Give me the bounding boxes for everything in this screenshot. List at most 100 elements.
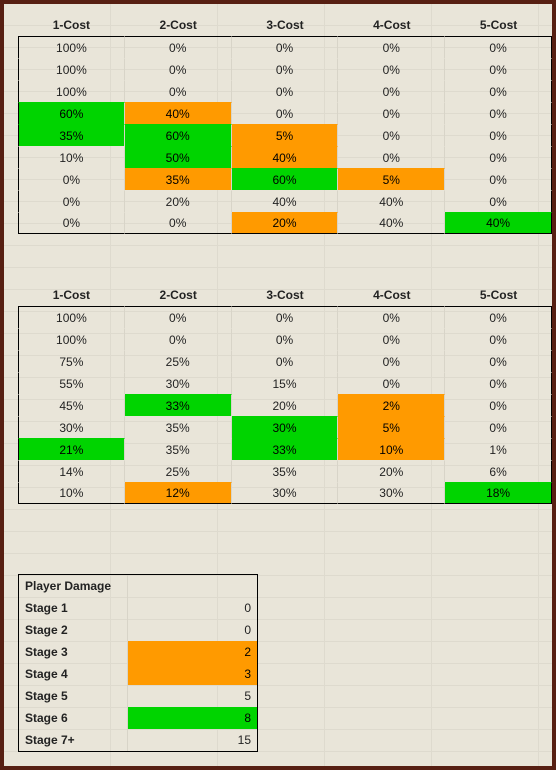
cost-cell[interactable]: 10%: [338, 438, 445, 460]
cost-cell[interactable]: 0%: [445, 190, 552, 212]
cost-cell[interactable]: 20%: [232, 212, 339, 234]
cost-cell[interactable]: 12%: [125, 482, 232, 504]
cost-cell[interactable]: 25%: [125, 350, 232, 372]
cost-cell[interactable]: 0%: [232, 102, 339, 124]
cost-cell[interactable]: 0%: [445, 306, 552, 328]
cost-cell[interactable]: 6%: [445, 460, 552, 482]
cost-cell[interactable]: 0%: [232, 350, 339, 372]
cost-cell[interactable]: 0%: [232, 36, 339, 58]
cost-cell[interactable]: 33%: [232, 438, 339, 460]
cost-cell[interactable]: 30%: [338, 482, 445, 504]
cost-cell[interactable]: 0%: [445, 80, 552, 102]
cost-cell[interactable]: 5%: [232, 124, 339, 146]
cost-cell[interactable]: 50%: [125, 146, 232, 168]
damage-stage-value[interactable]: 15: [127, 729, 257, 751]
cost-cell[interactable]: 100%: [18, 58, 125, 80]
cost-cell[interactable]: 0%: [338, 102, 445, 124]
cost-cell[interactable]: 40%: [445, 212, 552, 234]
cost-cell[interactable]: 10%: [18, 146, 125, 168]
cost-cell[interactable]: 20%: [125, 190, 232, 212]
cost-cell[interactable]: 33%: [125, 394, 232, 416]
cost-cell[interactable]: 21%: [18, 438, 125, 460]
cost-cell[interactable]: 0%: [445, 102, 552, 124]
cost-cell[interactable]: 0%: [338, 306, 445, 328]
damage-stage-value[interactable]: 3: [127, 663, 257, 685]
cost-cell[interactable]: 0%: [125, 306, 232, 328]
cost-cell[interactable]: 10%: [18, 482, 125, 504]
cost-cell[interactable]: 35%: [125, 416, 232, 438]
cost-cell[interactable]: 30%: [18, 416, 125, 438]
cost-cell[interactable]: 60%: [232, 168, 339, 190]
cost-cell[interactable]: 1%: [445, 438, 552, 460]
cost-cell[interactable]: 0%: [125, 58, 232, 80]
cost-cell[interactable]: 40%: [232, 146, 339, 168]
cost-cell[interactable]: 0%: [125, 80, 232, 102]
cost-cell[interactable]: 0%: [125, 328, 232, 350]
cost-cell[interactable]: 30%: [232, 416, 339, 438]
cost-cell[interactable]: 0%: [18, 190, 125, 212]
cost-cell[interactable]: 0%: [232, 328, 339, 350]
cost-cell[interactable]: 0%: [18, 212, 125, 234]
cost-cell[interactable]: 40%: [338, 190, 445, 212]
cost-cell[interactable]: 100%: [18, 80, 125, 102]
cost-cell[interactable]: 20%: [338, 460, 445, 482]
damage-stage-value[interactable]: 2: [127, 641, 257, 663]
cost-cell[interactable]: 60%: [18, 102, 125, 124]
cost-cell[interactable]: 0%: [232, 306, 339, 328]
cost-cell[interactable]: 0%: [338, 58, 445, 80]
cost-cell[interactable]: 5%: [338, 168, 445, 190]
cost-cell[interactable]: 30%: [232, 482, 339, 504]
cost-cell[interactable]: 14%: [18, 460, 125, 482]
damage-stage-value[interactable]: 0: [127, 597, 257, 619]
cost-cell[interactable]: 0%: [125, 212, 232, 234]
cost-cell[interactable]: 0%: [445, 328, 552, 350]
cost-cell[interactable]: 0%: [445, 372, 552, 394]
cost-cell[interactable]: 0%: [445, 36, 552, 58]
cost-cell[interactable]: 0%: [338, 36, 445, 58]
damage-stage-value[interactable]: 0: [127, 619, 257, 641]
cost-cell[interactable]: 60%: [125, 124, 232, 146]
cost-cell[interactable]: 0%: [338, 372, 445, 394]
cost-cell[interactable]: 40%: [232, 190, 339, 212]
cost-cell[interactable]: 20%: [232, 394, 339, 416]
cost-cell[interactable]: 75%: [18, 350, 125, 372]
cost-cell[interactable]: 25%: [125, 460, 232, 482]
cost-cell[interactable]: 0%: [338, 80, 445, 102]
cost-cell[interactable]: 0%: [445, 394, 552, 416]
cost-cell[interactable]: 0%: [338, 146, 445, 168]
cost-cell[interactable]: 0%: [338, 350, 445, 372]
cost-cell[interactable]: 2%: [338, 394, 445, 416]
cost-cell[interactable]: 35%: [18, 124, 125, 146]
cost-cell[interactable]: 40%: [125, 102, 232, 124]
cost-cell[interactable]: 0%: [125, 36, 232, 58]
cost-cell[interactable]: 35%: [232, 460, 339, 482]
cost-cell[interactable]: 55%: [18, 372, 125, 394]
cost-cell[interactable]: 18%: [445, 482, 552, 504]
cost-cell[interactable]: 100%: [18, 328, 125, 350]
cost-cell[interactable]: 40%: [338, 212, 445, 234]
cost-cell[interactable]: 0%: [232, 80, 339, 102]
cost-cell[interactable]: 0%: [445, 146, 552, 168]
cost-cell[interactable]: 0%: [445, 350, 552, 372]
damage-stage-value[interactable]: 5: [127, 685, 257, 707]
cost-cell[interactable]: 0%: [445, 124, 552, 146]
cost-cell[interactable]: 0%: [232, 58, 339, 80]
cost-cell[interactable]: 100%: [18, 36, 125, 58]
cost-cell[interactable]: 35%: [125, 168, 232, 190]
cost-cell[interactable]: 100%: [18, 306, 125, 328]
cost-cell[interactable]: 0%: [445, 416, 552, 438]
cost-cell[interactable]: 0%: [18, 168, 125, 190]
damage-stage-value[interactable]: 8: [127, 707, 257, 729]
cost-cell[interactable]: 15%: [232, 372, 339, 394]
cost-cell[interactable]: 0%: [445, 168, 552, 190]
damage-row: Stage 10: [19, 597, 257, 619]
cost-cell[interactable]: 5%: [338, 416, 445, 438]
table-row: 14%25%35%20%6%: [18, 460, 552, 482]
cost-header: 2-Cost: [125, 14, 232, 36]
cost-cell[interactable]: 35%: [125, 438, 232, 460]
cost-cell[interactable]: 0%: [338, 124, 445, 146]
cost-cell[interactable]: 0%: [338, 328, 445, 350]
cost-cell[interactable]: 0%: [445, 58, 552, 80]
cost-cell[interactable]: 45%: [18, 394, 125, 416]
cost-cell[interactable]: 30%: [125, 372, 232, 394]
